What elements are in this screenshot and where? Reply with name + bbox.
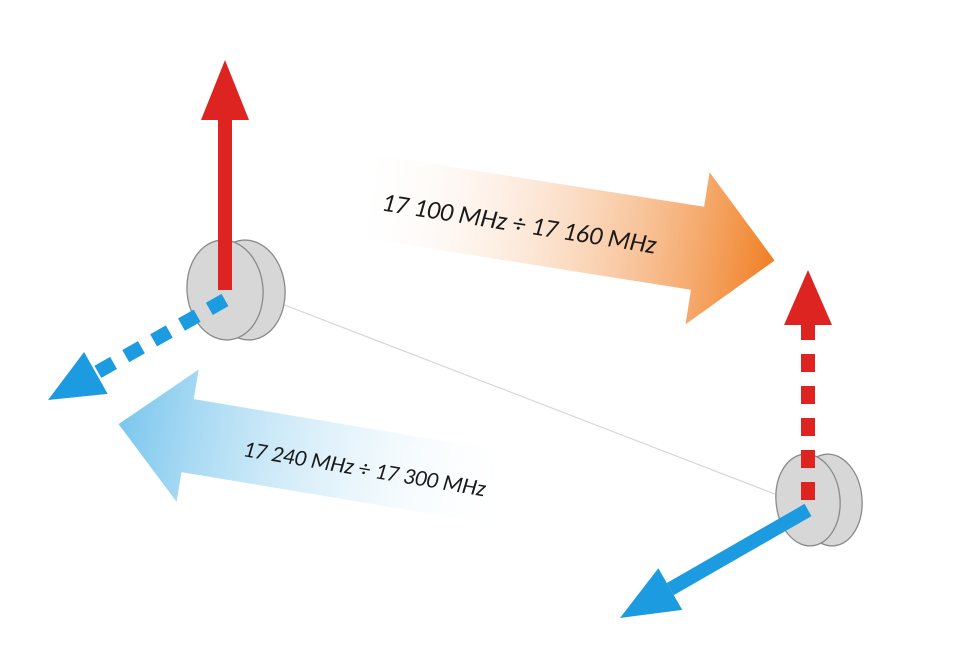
antenna-left [183,237,289,343]
arrow-right-horizontal [620,510,808,618]
diagram-canvas: 17 100 MHz ÷ 17 160 MHz17 240 MHz ÷ 17 3… [0,0,955,660]
antenna-right [772,451,866,548]
link-arrow-forward: 17 100 MHz ÷ 17 160 MHz [290,110,786,337]
